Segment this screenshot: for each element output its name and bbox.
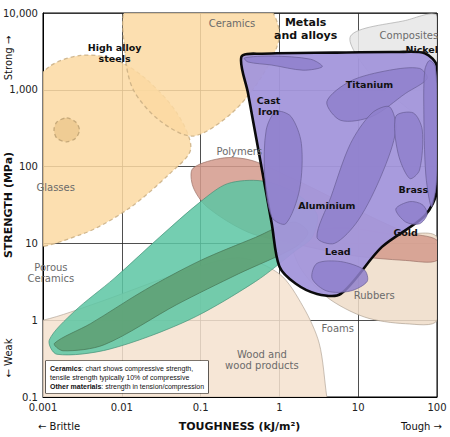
svg-text:Titanium: Titanium (346, 79, 393, 90)
svg-text:100: 100 (427, 402, 446, 413)
svg-text:100: 100 (19, 161, 38, 172)
svg-text:: strength in tension/compress: : strength in tension/compression (101, 383, 204, 391)
svg-text:Composites: Composites (380, 30, 439, 41)
svg-text:1,000: 1,000 (9, 84, 38, 95)
svg-text:Porous: Porous (34, 262, 67, 273)
svg-text:Cast: Cast (257, 95, 281, 106)
svg-text:0.01: 0.01 (111, 402, 133, 413)
svg-text:Brass: Brass (398, 184, 428, 195)
svg-text:Polymers: Polymers (216, 146, 262, 157)
svg-text:0.001: 0.001 (29, 402, 58, 413)
svg-text:Gold: Gold (393, 227, 417, 238)
svg-text:wood products: wood products (225, 360, 299, 371)
svg-text:Iron: Iron (258, 106, 280, 117)
svg-text:0.1: 0.1 (193, 402, 209, 413)
svg-text:Wood and: Wood and (237, 349, 287, 360)
svg-text:STRENGTH (MPa): STRENGTH (MPa) (2, 152, 15, 258)
svg-text:Aluminium: Aluminium (298, 200, 355, 211)
svg-text:Rubbers: Rubbers (354, 290, 395, 301)
svg-text:Nickel: Nickel (405, 44, 438, 55)
svg-text:10: 10 (352, 402, 365, 413)
svg-text:High alloy: High alloy (88, 42, 143, 53)
svg-text:Ceramics: Ceramics (209, 18, 256, 29)
svg-text:and alloys: and alloys (274, 29, 338, 42)
svg-text:Tough →: Tough → (400, 421, 442, 432)
svg-text:Ceramics: Ceramics (28, 273, 75, 284)
svg-text:1: 1 (32, 315, 38, 326)
svg-text:← Brittle: ← Brittle (38, 421, 80, 432)
svg-text:← Weak: ← Weak (3, 338, 14, 377)
svg-text:Ceramics: Ceramics (50, 365, 82, 372)
svg-text:Metals: Metals (285, 16, 327, 29)
svg-text:10: 10 (25, 238, 38, 249)
svg-text:tensile strength typically 10%: tensile strength typically 10% of compre… (50, 374, 189, 382)
svg-text:steels: steels (99, 53, 131, 64)
svg-text:: chart shows compressive stre: : chart shows compressive strength, (82, 365, 194, 373)
svg-text:Glasses: Glasses (36, 182, 74, 193)
svg-text:Other materials: Other materials (50, 383, 101, 390)
svg-text:0.1: 0.1 (22, 391, 38, 403)
svg-text:Lead: Lead (325, 246, 351, 257)
svg-text:Foams: Foams (321, 323, 354, 334)
svg-text:TOUGHNESS (kJ/m²): TOUGHNESS (kJ/m²) (179, 420, 301, 433)
svg-text:Strong →: Strong → (3, 36, 14, 81)
svg-text:1: 1 (276, 402, 282, 413)
svg-text:10,000: 10,000 (3, 8, 38, 19)
